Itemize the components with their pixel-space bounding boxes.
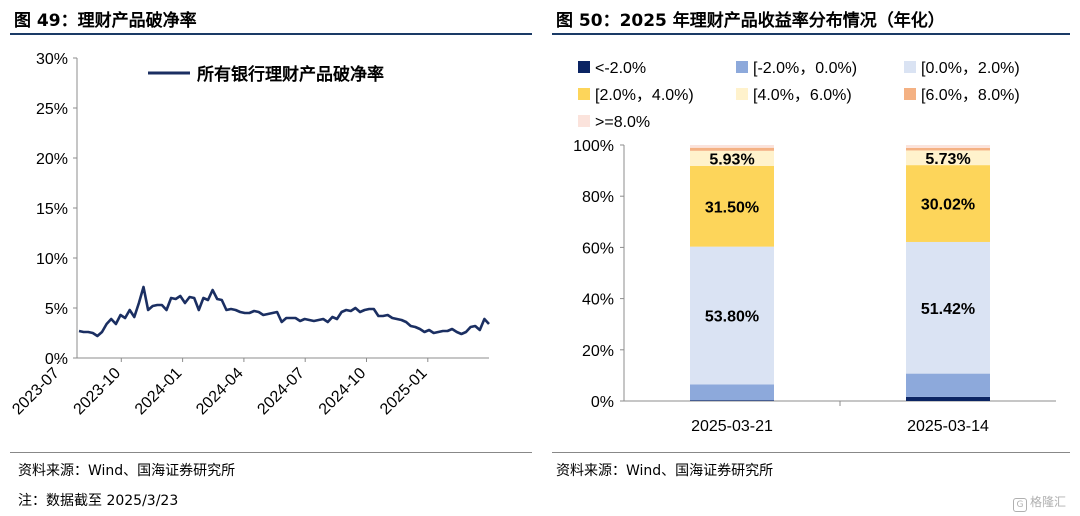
watermark-text: 格隆汇 [1029, 495, 1066, 509]
right-stacked-bar-chart: <-2.0% [-2.0%，0.0%) [0.0%，2.0%) [2.0%，4.0%)… [573, 60, 1056, 435]
legend-label: >=8.0% [595, 114, 650, 131]
footnote: 注：数据截至 2025/3/23 [18, 493, 179, 509]
right-figure-title: 图 50：2025 年理财产品收益率分布情况（年化） [556, 11, 945, 31]
watermark: G 格隆汇 [1012, 493, 1066, 512]
y-tick-label: 60% [582, 240, 614, 257]
legend-swatch [578, 61, 590, 73]
bar-segment [906, 165, 990, 242]
legend-label: 所有银行理财产品破净率 [197, 64, 384, 84]
legend-label: [4.0%，6.0%) [753, 87, 852, 104]
bar-segment [906, 147, 990, 151]
bar-segment [906, 373, 990, 397]
y-tick-label: 20% [582, 343, 614, 360]
left-title-rule [10, 33, 532, 35]
x-tick-label: 2024-01 [132, 365, 186, 419]
y-tick-label: 80% [582, 189, 614, 206]
bar-segment [690, 147, 774, 151]
bar-segment [690, 246, 774, 385]
bar-segment [906, 150, 990, 166]
bar-segment [690, 400, 774, 401]
right-source-text: 资料来源：Wind、国海证券研究所 [556, 463, 774, 479]
y-tick-label: 15% [36, 201, 68, 218]
y-tick-label: 20% [36, 151, 68, 168]
y-tick-label: 0% [45, 351, 68, 368]
bar-segment [690, 145, 774, 148]
y-tick-label: 40% [582, 292, 614, 309]
x-tick-label: 2023-10 [71, 365, 125, 419]
legend-swatch [736, 88, 748, 100]
bar-segment [906, 396, 990, 401]
legend-swatch [904, 88, 916, 100]
bar-segment [690, 384, 774, 401]
data-label: 5.73% [925, 151, 970, 168]
x-tick-label: 2025-01 [377, 365, 431, 419]
x-category-label: 2025-03-21 [691, 418, 773, 435]
data-label: 31.50% [705, 199, 759, 216]
bar-segment [906, 145, 990, 148]
left-source-rule [10, 452, 532, 453]
left-source-text: 资料来源：Wind、国海证券研究所 [18, 463, 236, 479]
legend-swatch [578, 115, 590, 127]
legend-label: [6.0%，8.0%) [921, 87, 1020, 104]
y-tick-label: 5% [45, 301, 68, 318]
bar-segment [906, 241, 990, 374]
x-tick-label: 2023-07 [9, 365, 63, 419]
y-tick-label: 100% [573, 138, 614, 155]
legend-label: <-2.0% [595, 60, 646, 77]
y-tick-label: 30% [36, 51, 68, 68]
y-tick-label: 25% [36, 101, 68, 118]
bar-segment [690, 150, 774, 166]
watermark-logo-icon: G [1012, 498, 1027, 512]
x-tick-label: 2024-10 [316, 365, 370, 419]
right-title-rule [552, 33, 1070, 35]
left-line-chart: 0% 5% 10% 15% 20% 25% 30% 2023-07 2023-10 2024-01… [9, 51, 490, 419]
x-category-label: 2025-03-14 [907, 418, 989, 435]
y-tick-label: 0% [591, 394, 614, 411]
right-source-rule [552, 452, 1070, 453]
legend-label: [-2.0%，0.0%) [753, 60, 857, 77]
legend-label: [0.0%，2.0%) [921, 60, 1020, 77]
x-tick-label: 2024-04 [193, 365, 247, 419]
legend-swatch [578, 88, 590, 100]
data-label: 53.80% [705, 308, 759, 325]
legend-label: [2.0%，4.0%) [595, 87, 694, 104]
data-label: 51.42% [921, 301, 975, 318]
series-line-breakeven [78, 285, 490, 338]
data-label: 5.93% [709, 151, 754, 168]
data-label: 30.02% [921, 197, 975, 214]
bar-segment [690, 165, 774, 247]
x-tick-label: 2024-07 [254, 365, 308, 419]
legend-swatch [736, 61, 748, 73]
left-figure-title: 图 49：理财产品破净率 [14, 11, 197, 31]
legend-swatch [904, 61, 916, 73]
y-tick-label: 10% [36, 251, 68, 268]
